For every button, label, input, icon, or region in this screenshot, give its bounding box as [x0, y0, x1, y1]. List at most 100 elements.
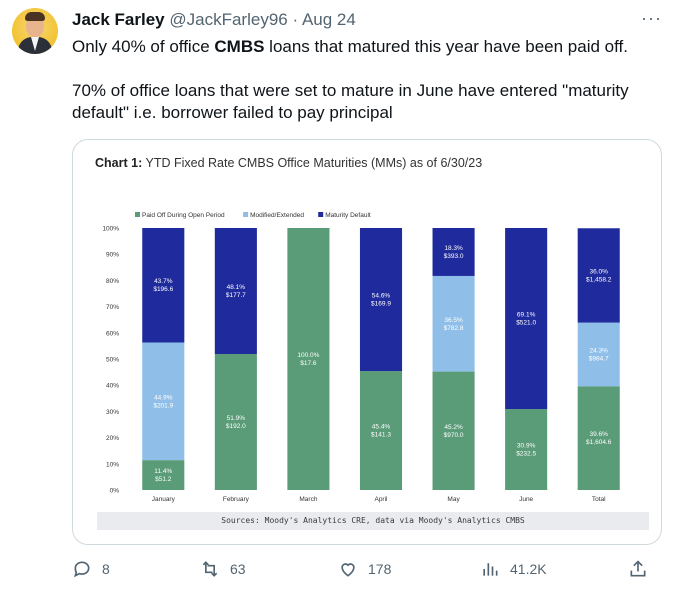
y-tick-label: 10% — [106, 461, 119, 468]
data-label: 43.7% — [154, 278, 173, 285]
y-tick-label: 50% — [106, 357, 119, 364]
data-label: $51.2 — [155, 476, 172, 483]
author-name[interactable]: Jack Farley — [72, 10, 165, 29]
tweet-text: Only 40% of office CMBS loans that matur… — [72, 36, 668, 124]
x-tick-label: April — [374, 496, 388, 503]
y-tick-label: 0% — [110, 488, 120, 495]
y-tick-label: 80% — [106, 278, 119, 285]
y-tick-label: 30% — [106, 409, 119, 416]
legend-swatch — [243, 212, 249, 217]
tweet-text-line2: 70% of office loans that were set to mat… — [72, 81, 629, 122]
bar-segment — [577, 228, 620, 323]
chart-image[interactable]: Chart 1: YTD Fixed Rate CMBS Office Matu… — [72, 139, 662, 545]
data-label: 100.0% — [297, 352, 319, 359]
data-label: 39.6% — [589, 431, 608, 438]
bar-segment — [287, 228, 330, 490]
retweet-button[interactable]: 63 — [200, 556, 246, 582]
header-separator: · — [292, 10, 299, 29]
bar-segment — [577, 386, 620, 490]
x-tick-label: Total — [592, 496, 606, 503]
data-label: $141.3 — [371, 432, 391, 439]
like-count: 178 — [368, 561, 392, 577]
y-tick-label: 90% — [106, 252, 119, 259]
reply-count: 8 — [102, 561, 110, 577]
share-icon — [630, 560, 646, 577]
heart-icon — [341, 563, 355, 577]
data-label: $17.6 — [300, 360, 317, 367]
avatar-shirt — [31, 37, 39, 51]
bar-segment — [432, 275, 475, 372]
bar-segment — [214, 354, 257, 490]
retweet-icon — [202, 561, 218, 577]
data-label: $192.0 — [226, 423, 246, 430]
chart-title: Chart 1: YTD Fixed Rate CMBS Office Matu… — [95, 156, 482, 170]
stacked-bar-chart: Paid Off During Open Period Modified/Exte… — [102, 212, 620, 503]
chart-title-text: YTD Fixed Rate CMBS Office Maturities (M… — [145, 156, 483, 170]
y-tick-label: 100% — [102, 226, 119, 233]
bar-segment — [505, 409, 548, 490]
y-tick-label: 40% — [106, 383, 119, 390]
data-label: $970.0 — [444, 432, 464, 439]
tweet-text-line1: Only 40% of office CMBS loans that matur… — [72, 36, 668, 58]
data-label: 11.4% — [154, 468, 172, 475]
chart-title-label: Chart 1: — [95, 156, 143, 170]
x-tick-label: May — [447, 496, 460, 503]
bar-segment — [505, 228, 548, 410]
reply-button[interactable]: 8 — [72, 556, 110, 582]
author-handle[interactable]: @JackFarley96 — [169, 10, 288, 29]
views-count: 41.2K — [510, 561, 547, 577]
chart-sources: Sources: Moody's Analytics CRE, data via… — [97, 512, 649, 530]
tweet-actions: 8 63 178 41.2K — [72, 556, 662, 582]
x-tick-label: February — [223, 496, 250, 503]
y-tick-label: 70% — [106, 304, 119, 311]
legend-swatch — [318, 212, 324, 217]
data-label: $201.9 — [153, 402, 173, 409]
data-label: 24.3% — [589, 347, 608, 354]
data-label: $521.0 — [516, 320, 536, 327]
bar-segment — [432, 228, 475, 276]
x-tick-label: January — [152, 496, 176, 503]
more-horizontal-icon[interactable]: ··· — [641, 8, 662, 28]
y-tick-label: 20% — [106, 435, 119, 442]
bar-segment — [142, 460, 185, 490]
bar-segment — [142, 342, 185, 461]
tweet-text-part: loans that matured this year have been p… — [264, 37, 628, 56]
tweet-date[interactable]: Aug 24 — [301, 10, 356, 29]
tweet-text-bold: CMBS — [214, 37, 265, 56]
bar-segment — [359, 371, 403, 490]
x-tick-label: March — [299, 496, 317, 503]
avatar[interactable] — [12, 8, 58, 54]
retweet-count: 63 — [230, 561, 246, 577]
data-label: 44.9% — [154, 394, 173, 401]
y-tick-label: 60% — [106, 330, 119, 337]
views-icon — [483, 563, 498, 576]
bar-segment — [214, 228, 257, 355]
data-label: 51.9% — [227, 415, 246, 422]
bar-segment — [432, 371, 475, 490]
data-label: 18.3% — [444, 245, 463, 252]
legend-entry: Maturity Default — [325, 212, 371, 219]
legend-entry: Paid Off During Open Period — [142, 212, 225, 219]
data-label: 69.1% — [517, 312, 536, 319]
data-label: 54.6% — [372, 293, 391, 300]
data-label: $1,604.6 — [586, 439, 612, 446]
share-button[interactable] — [628, 556, 658, 582]
data-label: $232.5 — [516, 451, 536, 458]
legend-swatch — [135, 212, 140, 217]
data-label: 36.0% — [589, 268, 608, 275]
bar-segment — [359, 228, 403, 372]
data-label: $1,458.2 — [586, 276, 612, 283]
data-label: 30.9% — [517, 443, 536, 450]
data-label: $196.6 — [153, 286, 173, 293]
views-button[interactable]: 41.2K — [480, 556, 547, 582]
like-button[interactable]: 178 — [338, 556, 391, 582]
data-label: $782.8 — [444, 325, 464, 332]
bar-segment — [577, 322, 620, 387]
data-label: $169.9 — [371, 301, 391, 308]
data-label: 45.2% — [444, 424, 463, 431]
data-label: $984.7 — [589, 355, 609, 362]
data-label: $177.7 — [226, 292, 246, 299]
tweet-header: Jack Farley @JackFarley96 · Aug 24 — [72, 10, 660, 32]
data-label: $393.0 — [444, 253, 464, 260]
legend-entry: Modified/Extended — [250, 212, 304, 219]
